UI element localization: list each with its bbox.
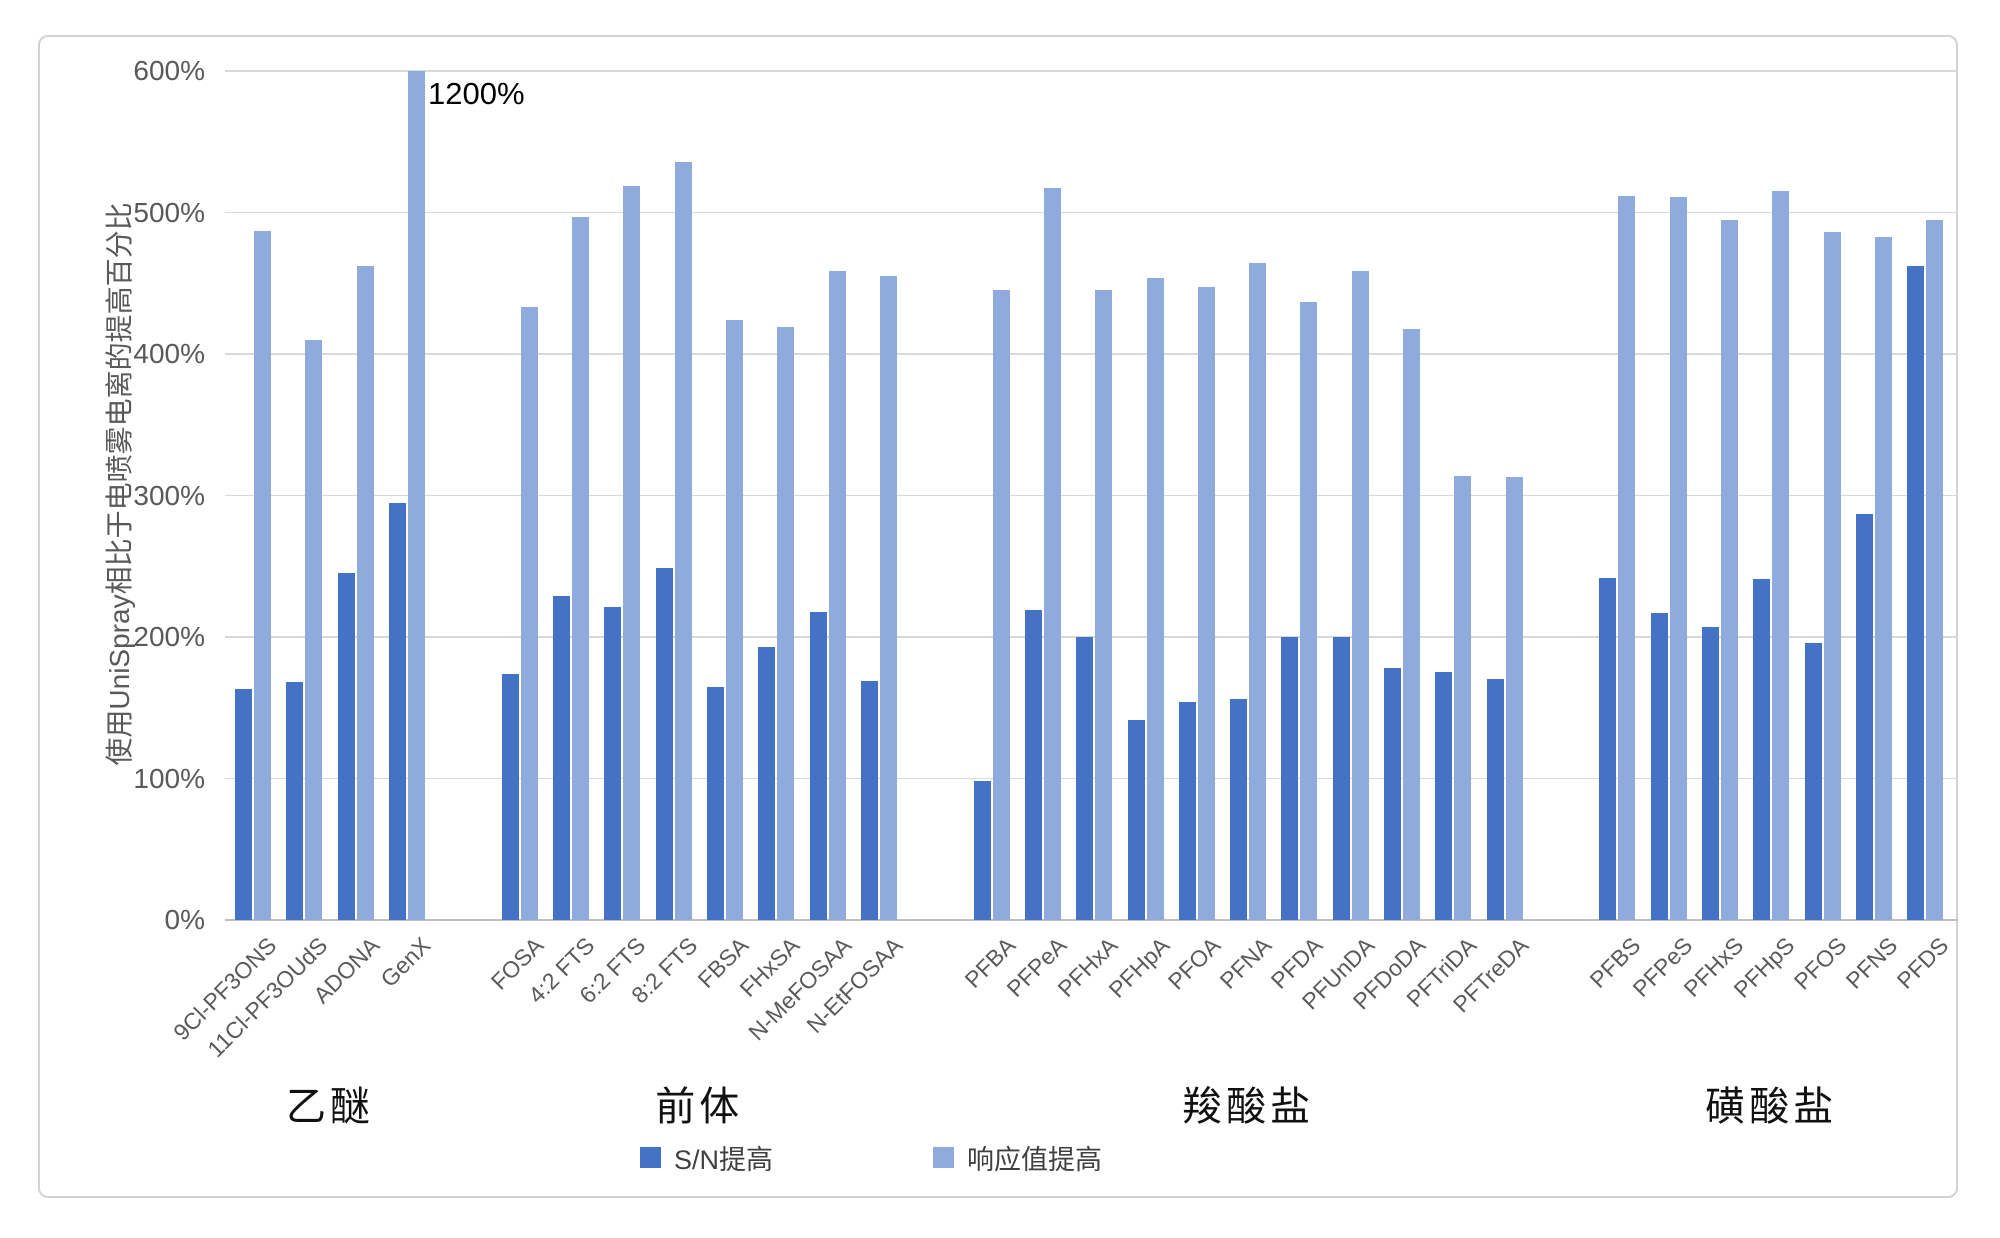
bar-sn-PFHpS: [1753, 578, 1771, 920]
bar-resp-N-EtFOSAA: [879, 276, 897, 920]
bar-sn-PFDS: [1907, 266, 1925, 920]
bar-resp-PFOS: [1823, 232, 1841, 920]
y-tick-label: 300%: [133, 479, 205, 511]
bar-resp-PFHpA: [1146, 277, 1164, 920]
bar-resp-PFTriDA: [1454, 475, 1472, 920]
bar-sn-GenX: [388, 502, 406, 920]
bar-sn-PFUnDA: [1332, 637, 1350, 920]
bar-sn-FHxSA: [758, 646, 776, 920]
bar-sn-N-EtFOSAA: [860, 680, 878, 920]
y-tick-label: 500%: [133, 196, 205, 228]
bar-sn-11Cl-PF3OUdS: [286, 682, 304, 920]
legend-label-sn: S/N提高: [673, 1145, 773, 1175]
bar-resp-PFPeS: [1669, 196, 1687, 920]
bar-sn-9Cl-PF3ONS: [235, 689, 252, 920]
gridline: [225, 636, 1958, 638]
legend-item-sn: S/N提高: [639, 1138, 773, 1177]
bar-sn-PFHxS: [1702, 627, 1719, 920]
bar-resp-PFBS: [1618, 195, 1636, 920]
bar-resp-PFDoDA: [1403, 328, 1420, 920]
bar-sn-PFDoDA: [1384, 668, 1401, 920]
group-label-羧酸盐: 羧酸盐: [1182, 1085, 1315, 1129]
bar-sn-PFTriDA: [1435, 672, 1453, 920]
bar-resp-4:2 FTS: [572, 216, 589, 920]
bar-resp-8:2 FTS: [674, 161, 692, 920]
bar-sn-PFBS: [1599, 577, 1617, 920]
bar-resp-PFNA: [1249, 263, 1267, 920]
bar-sn-PFPeA: [1024, 610, 1042, 920]
bar-resp-FOSA: [520, 307, 538, 920]
bar-sn-N-MeFOSAA: [809, 611, 827, 920]
bar-sn-4:2 FTS: [553, 595, 570, 920]
gridline: [225, 70, 1958, 72]
bar-sn-PFOS: [1804, 642, 1822, 920]
bar-resp-FBSA: [725, 320, 743, 920]
bar-resp-GenX: [407, 71, 425, 920]
gridline: [225, 353, 1958, 355]
x-axis-line: [225, 919, 1958, 921]
bar-sn-PFBA: [973, 781, 991, 920]
bar-sn-6:2 FTS: [604, 607, 622, 920]
bar-resp-PFHpS: [1772, 191, 1790, 920]
bar-sn-8:2 FTS: [655, 567, 673, 920]
genx-overflow-annotation: 1200%: [428, 76, 525, 111]
bar-sn-PFOA: [1178, 702, 1196, 920]
y-tick-label: 0%: [164, 904, 205, 935]
bar-resp-ADONA: [356, 266, 374, 920]
bar-sn-FOSA: [501, 673, 519, 920]
bar-sn-PFPeS: [1650, 612, 1668, 920]
group-label-前体: 前体: [655, 1085, 744, 1129]
bar-resp-9Cl-PF3ONS: [254, 230, 271, 920]
bar-resp-PFOA: [1197, 287, 1215, 920]
legend-item-resp: 响应值提高: [933, 1138, 1102, 1177]
y-tick-label: 200%: [133, 621, 205, 652]
bar-sn-PFNS: [1855, 513, 1873, 920]
bar-sn-FBSA: [706, 686, 724, 920]
bar-sn-PFTreDA: [1486, 679, 1504, 920]
bar-resp-PFHxS: [1721, 219, 1738, 920]
bar-resp-FHxSA: [777, 327, 795, 920]
bar-sn-ADONA: [337, 573, 355, 920]
y-tick-label: 600%: [133, 55, 205, 86]
y-tick-label: 400%: [133, 338, 205, 369]
bar-resp-PFNS: [1874, 236, 1892, 920]
bar-resp-PFBA: [992, 290, 1010, 920]
bar-resp-N-MeFOSAA: [828, 270, 846, 920]
bar-resp-PFPeA: [1043, 188, 1061, 920]
group-label-乙醚: 乙醚: [285, 1085, 374, 1129]
sn-series-swatch-icon: [639, 1147, 661, 1168]
gridline: [225, 494, 1958, 496]
bar-sn-PFNA: [1230, 699, 1248, 920]
bar-resp-6:2 FTS: [623, 185, 641, 920]
bar-sn-PFDA: [1281, 637, 1299, 920]
bar-resp-PFHxA: [1095, 290, 1113, 920]
chart-legend: S/N提高 响应值提高: [0, 1138, 1742, 1177]
gridline: [225, 211, 1958, 213]
bar-resp-PFTreDA: [1505, 477, 1523, 920]
bar-resp-PFUnDA: [1351, 270, 1369, 920]
bar-resp-PFDS: [1926, 219, 1944, 920]
resp-series-swatch-icon: [933, 1147, 954, 1168]
bar-resp-11Cl-PF3OUdS: [305, 339, 323, 920]
bar-resp-PFDA: [1300, 301, 1318, 920]
bar-sn-PFHxA: [1076, 637, 1094, 920]
legend-label-resp: 响应值提高: [967, 1145, 1102, 1175]
group-label-磺酸盐: 磺酸盐: [1705, 1085, 1838, 1129]
y-tick-label: 100%: [133, 762, 205, 794]
bar-sn-PFHpA: [1127, 720, 1145, 920]
